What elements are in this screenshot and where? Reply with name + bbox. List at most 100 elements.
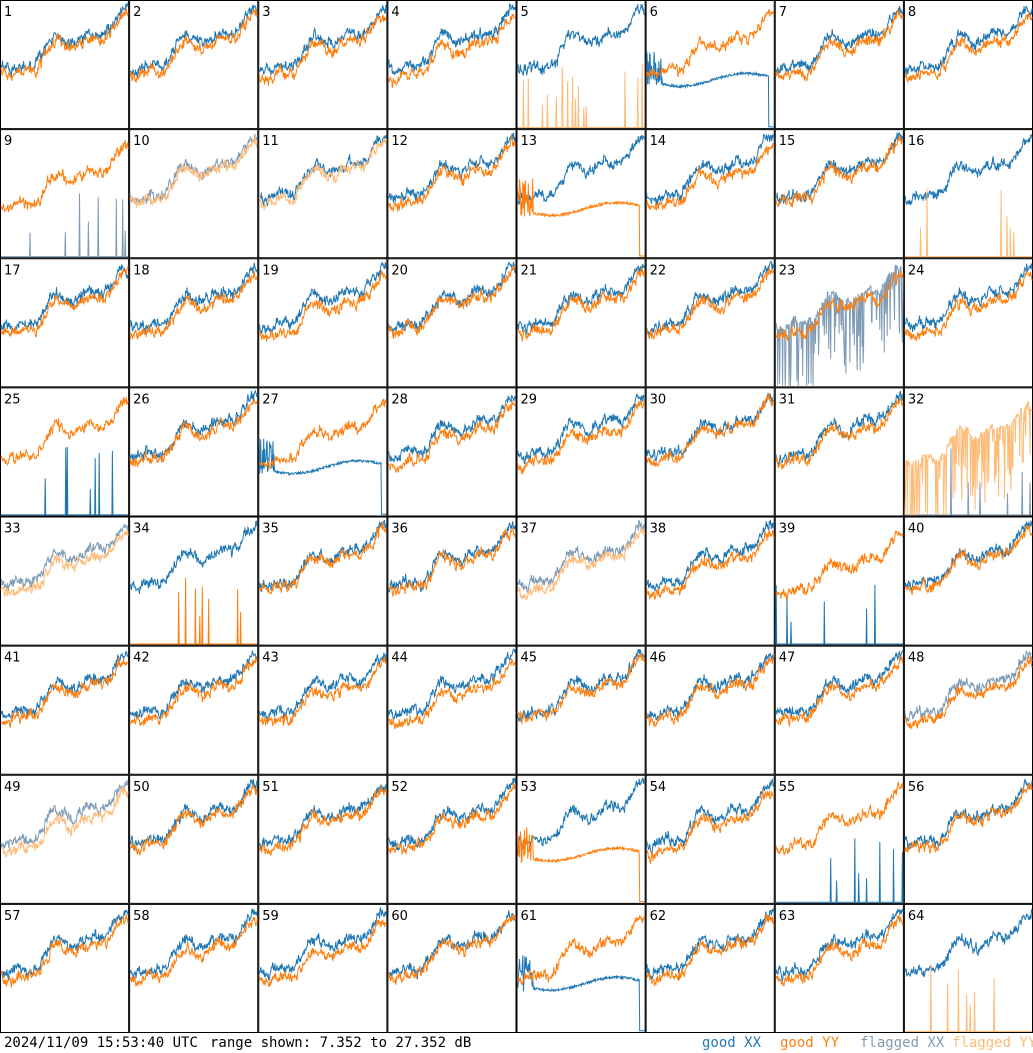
panel-frame [903, 774, 1033, 904]
series-xx-flagged [904, 448, 1032, 516]
series-xx-good [388, 394, 516, 463]
panel-label: 27 [262, 392, 279, 407]
series-yy-good [904, 656, 1033, 731]
panel-frame [903, 645, 1033, 775]
series-xx-good [646, 519, 775, 592]
panel-label: 21 [521, 263, 538, 278]
series-yy-flagged [517, 63, 645, 128]
series-yy-good [646, 528, 775, 601]
panel-label: 33 [4, 522, 21, 537]
series-xx-good [646, 908, 775, 980]
panel-50: 50 [129, 774, 259, 904]
panel-label: 12 [391, 134, 408, 149]
panel-34: 34 [129, 516, 259, 646]
panel-frame [129, 258, 259, 388]
panel-47: 47 [774, 645, 904, 775]
panel-frame [774, 645, 904, 775]
panel-label: 19 [262, 263, 279, 278]
legend-flagged-xx: flagged XX [860, 1035, 945, 1051]
panel-label: 17 [4, 263, 21, 278]
panel-frame [258, 387, 388, 517]
panel-label: 5 [521, 5, 529, 20]
panel-26: 26 [129, 387, 259, 517]
series-xx-flagged [1, 193, 129, 258]
panel-55: 55 [774, 774, 904, 904]
series-xx-good [517, 3, 646, 77]
series-xx-good [517, 393, 646, 465]
panel-11: 11 [258, 129, 388, 259]
panel-62: 62 [645, 903, 775, 1033]
panel-label: 50 [133, 780, 150, 795]
series-yy-good [388, 527, 516, 598]
series-yy-good [904, 13, 1033, 84]
panel-frame [774, 774, 904, 904]
series-xx-good [387, 910, 516, 980]
panel-label: 10 [133, 134, 150, 149]
series-yy-good [775, 270, 904, 342]
panel-frame [516, 645, 646, 775]
panel-frame [258, 516, 388, 646]
panel-label: 43 [262, 651, 279, 666]
panel-38: 38 [645, 516, 775, 646]
series-yy-flagged [0, 528, 129, 598]
panel-frame [0, 387, 130, 517]
panel-label: 35 [262, 522, 279, 537]
panel-frame [645, 645, 775, 775]
panel-label: 63 [779, 909, 796, 924]
series-yy-good [904, 270, 1033, 342]
footer: 2024/11/09 15:53:40 UTC range shown: 7.3… [0, 1033, 1033, 1053]
panel-35: 35 [258, 516, 388, 646]
panel-23: 23 [774, 258, 904, 388]
series-yy-good [775, 8, 904, 83]
panel-label: 41 [4, 651, 21, 666]
panel-48: 48 [903, 645, 1033, 775]
panel-15: 15 [774, 129, 904, 259]
series-yy-good [387, 914, 516, 985]
panel-frame [516, 903, 646, 1033]
series-yy-flagged [517, 526, 646, 601]
legend-flagged-yy: flagged YY [952, 1035, 1033, 1051]
panel-label: 40 [908, 522, 925, 537]
series-xx-good [1, 446, 129, 516]
panel-frame [645, 258, 775, 388]
panel-44: 44 [387, 645, 517, 775]
panel-25: 25 [0, 387, 130, 517]
panel-label: 26 [133, 392, 150, 407]
series-xx-good [904, 133, 1033, 206]
series-xx-good [258, 652, 387, 722]
series-yy-flagged [904, 188, 1032, 258]
panel-28: 28 [387, 387, 517, 517]
panel-frame [903, 0, 1033, 130]
series-xx-good [646, 50, 774, 128]
series-yy-good [129, 398, 258, 467]
panel-label: 64 [908, 909, 925, 924]
panel-56: 56 [903, 774, 1033, 904]
series-yy-good [904, 782, 1033, 854]
panel-label: 24 [908, 263, 925, 278]
series-yy-good [258, 656, 387, 728]
series-yy-good [0, 265, 129, 339]
panel-12: 12 [387, 129, 517, 259]
panel-46: 46 [645, 645, 775, 775]
series-yy-good [775, 398, 904, 470]
panel-27: 27 [258, 387, 388, 517]
panel-43: 43 [258, 645, 388, 775]
series-xx-good [775, 390, 904, 466]
panel-16: 16 [903, 129, 1033, 259]
panel-54: 54 [645, 774, 775, 904]
series-xx-good [517, 649, 646, 722]
panel-42: 42 [129, 645, 259, 775]
panel-7: 7 [774, 0, 904, 130]
series-yy-good [646, 8, 775, 79]
series-xx-flagged [0, 522, 129, 592]
series-yy-good [129, 270, 258, 340]
panel-6: 6 [645, 0, 775, 130]
series-xx-good [646, 133, 775, 206]
series-xx-good [387, 777, 516, 851]
panel-61: 61 [516, 903, 646, 1033]
panel-label: 42 [133, 651, 150, 666]
panel-frame [774, 516, 904, 646]
series-xx-flagged [775, 264, 904, 386]
series-xx-good [258, 261, 387, 335]
panel-label: 11 [262, 134, 279, 149]
